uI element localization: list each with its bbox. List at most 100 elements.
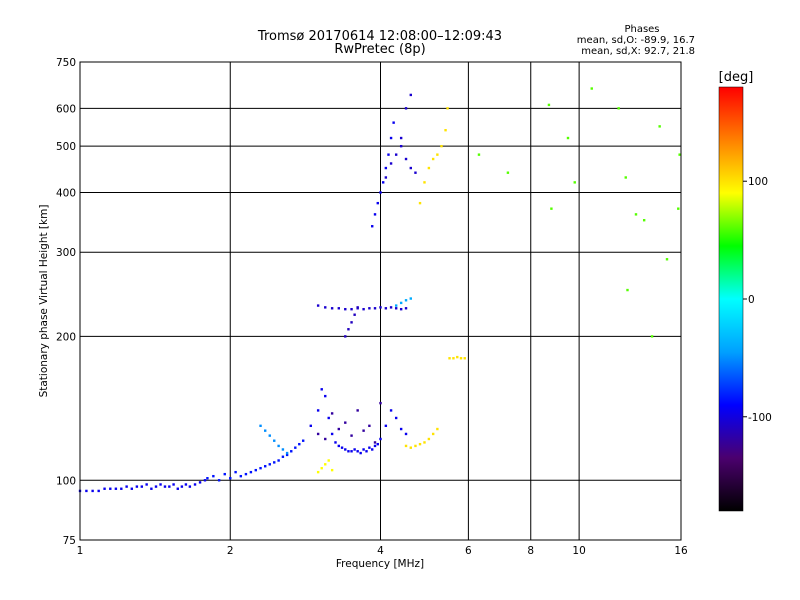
data-point xyxy=(316,470,320,474)
data-point xyxy=(376,442,379,446)
data-point xyxy=(626,288,629,292)
data-point xyxy=(373,441,377,444)
data-point xyxy=(353,313,356,316)
data-point xyxy=(344,421,347,424)
phase-annotation-x: mean, sd,X: 92.7, 21.8 xyxy=(581,46,695,57)
data-point xyxy=(678,153,681,156)
data-point xyxy=(384,424,388,428)
x-tick-label: 2 xyxy=(227,545,234,557)
data-point xyxy=(254,468,257,472)
data-point xyxy=(404,107,408,110)
data-point xyxy=(389,409,393,412)
data-point xyxy=(381,181,385,184)
data-point xyxy=(330,307,334,310)
data-point xyxy=(264,465,267,468)
colorbar-tick-label: -100 xyxy=(748,412,772,424)
data-point xyxy=(193,483,197,486)
data-point xyxy=(309,424,312,428)
data-point xyxy=(281,455,285,458)
data-point xyxy=(389,162,393,165)
points-layer xyxy=(78,87,681,493)
data-point xyxy=(379,437,382,441)
data-point xyxy=(268,434,271,437)
data-point xyxy=(316,304,320,307)
data-point xyxy=(409,166,412,170)
data-point xyxy=(184,483,188,486)
data-point xyxy=(273,439,276,442)
data-point xyxy=(359,451,362,455)
x-tick-label: 1 xyxy=(77,545,84,557)
data-point xyxy=(399,427,403,431)
x-tick-label: 6 xyxy=(465,545,472,557)
data-point xyxy=(431,432,435,436)
data-point xyxy=(109,487,112,490)
data-point xyxy=(212,474,215,478)
data-point xyxy=(229,477,232,480)
data-point xyxy=(573,181,576,184)
chart-subtitle: RwPretec (8p) xyxy=(334,42,425,57)
data-point xyxy=(404,299,408,302)
data-point xyxy=(373,213,377,216)
data-point xyxy=(324,463,327,466)
data-point xyxy=(125,485,128,488)
data-point xyxy=(399,144,403,148)
data-point xyxy=(371,225,374,228)
data-point xyxy=(379,401,382,405)
y-tick-label: 500 xyxy=(56,141,76,153)
data-point xyxy=(394,416,398,420)
data-point xyxy=(379,191,382,194)
chart-title: Tromsø 20170614 12:08:00–12:09:43 xyxy=(257,29,502,44)
data-point xyxy=(198,481,202,484)
data-point xyxy=(404,157,408,161)
data-point xyxy=(477,153,481,156)
data-point xyxy=(365,450,368,453)
data-point xyxy=(353,448,356,451)
data-point xyxy=(362,429,365,432)
data-point xyxy=(446,107,449,110)
data-point xyxy=(431,157,435,161)
y-tick-label: 200 xyxy=(56,331,76,343)
y-axis-label: Stationary phase Virtual Height [km] xyxy=(38,205,50,398)
data-point xyxy=(316,432,320,436)
data-point xyxy=(404,307,408,310)
data-point xyxy=(362,307,365,311)
data-point xyxy=(244,472,248,476)
data-point xyxy=(550,207,553,210)
data-point xyxy=(368,446,371,449)
data-point xyxy=(444,128,447,132)
data-point xyxy=(285,453,289,457)
data-point xyxy=(277,444,280,448)
data-point xyxy=(85,489,88,493)
data-point xyxy=(404,432,408,436)
data-point xyxy=(399,301,403,305)
data-point xyxy=(337,307,341,310)
data-point xyxy=(327,416,330,420)
data-point xyxy=(642,219,646,222)
data-point xyxy=(436,427,439,431)
data-point xyxy=(389,136,393,140)
x-axis-label: Frequency [MHz] xyxy=(336,558,424,570)
data-point xyxy=(324,437,327,441)
data-point xyxy=(379,306,382,309)
data-point xyxy=(394,153,398,156)
data-point xyxy=(340,446,344,449)
data-point xyxy=(264,429,267,432)
data-point xyxy=(206,477,209,480)
data-point xyxy=(223,472,226,476)
data-point xyxy=(344,307,347,311)
phase-annotation-heading: Phases xyxy=(624,24,659,35)
data-point xyxy=(324,394,327,398)
data-point xyxy=(163,485,167,488)
data-point xyxy=(324,306,327,309)
phase-annotation-o: mean, sd,O: -89.9, 16.7 xyxy=(577,35,695,46)
data-point xyxy=(140,485,144,488)
data-point xyxy=(394,307,398,310)
data-point xyxy=(217,479,221,482)
data-point xyxy=(188,485,192,488)
data-point xyxy=(347,450,350,453)
data-point xyxy=(114,487,118,490)
x-tick-label: 8 xyxy=(527,545,534,557)
data-point xyxy=(330,468,334,472)
data-point xyxy=(418,442,422,446)
data-point xyxy=(320,388,323,391)
